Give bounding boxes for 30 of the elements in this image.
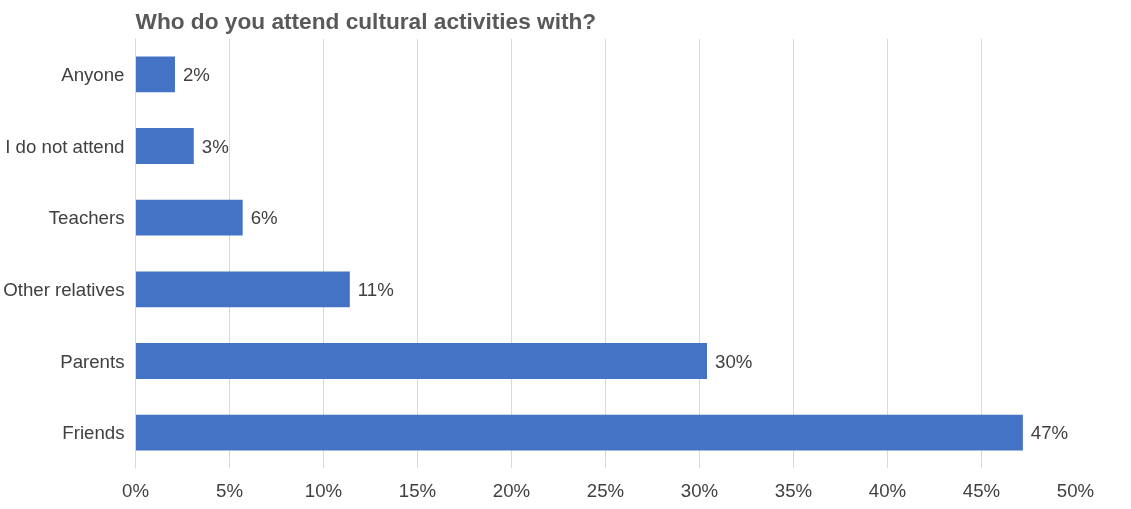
chart-title: Who do you attend cultural activities with? (135, 7, 597, 34)
x-tick-label: 45% (962, 479, 1001, 501)
x-tick-label: 25% (586, 479, 625, 501)
x-tick-label: 35% (774, 479, 813, 501)
y-tick-label: Parents (60, 350, 125, 372)
data-label: 6% (250, 207, 278, 229)
data-label: 3% (201, 135, 229, 157)
x-tick-label: 10% (304, 479, 343, 501)
y-tick-label: Other relatives (3, 278, 125, 300)
bar (135, 199, 243, 236)
y-tick-label: Teachers (48, 207, 125, 229)
y-tick-label: Anyone (61, 63, 125, 85)
x-tick-label: 40% (868, 479, 907, 501)
data-label: 47% (1030, 422, 1069, 444)
bar (135, 343, 708, 379)
x-tick-label: 15% (398, 479, 437, 501)
data-label: 11% (357, 278, 394, 300)
data-label: 2% (182, 63, 210, 85)
x-tick-label: 20% (492, 479, 531, 501)
bar (135, 271, 350, 308)
y-tick-label: Friends (62, 422, 125, 444)
x-tick-label: 30% (680, 479, 719, 501)
bar (135, 56, 175, 93)
x-tick-label: 0% (122, 479, 149, 501)
x-tick-label: 50% (1056, 479, 1095, 501)
y-tick-label: I do not attend (5, 135, 125, 157)
bar (135, 128, 194, 164)
x-tick-label: 5% (216, 479, 243, 501)
data-label: 30% (715, 350, 753, 372)
bar (135, 414, 1023, 451)
